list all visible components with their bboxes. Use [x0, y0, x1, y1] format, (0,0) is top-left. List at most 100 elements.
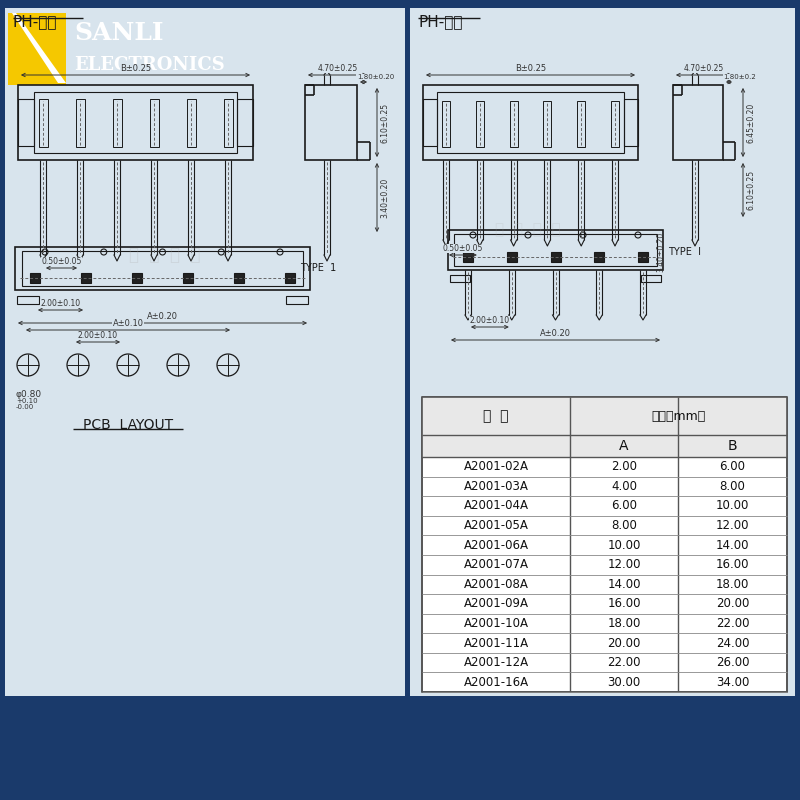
Text: 10.00: 10.00: [607, 538, 641, 552]
Text: 18.00: 18.00: [716, 578, 749, 590]
Text: ELECTRONICS: ELECTRONICS: [74, 56, 225, 74]
Bar: [641, 275, 661, 282]
Text: 三  联  电  子: 三 联 电 子: [130, 246, 201, 264]
Bar: [22, 251, 303, 286]
Bar: [442, 101, 450, 147]
Bar: [81, 273, 91, 283]
Bar: [422, 397, 787, 692]
Polygon shape: [12, 13, 66, 83]
Text: 2.00: 2.00: [611, 460, 637, 474]
Bar: [437, 92, 624, 153]
Text: TYPE  I: TYPE I: [668, 247, 701, 257]
Text: A2001-04A: A2001-04A: [463, 499, 529, 513]
Bar: [150, 99, 158, 147]
Text: 2.00±0.10: 2.00±0.10: [470, 316, 510, 325]
Bar: [510, 101, 518, 147]
Text: 16.00: 16.00: [607, 598, 641, 610]
Text: +0.10: +0.10: [16, 398, 38, 404]
Text: A2001-07A: A2001-07A: [463, 558, 529, 571]
Bar: [223, 99, 233, 147]
Text: 6.45±0.20: 6.45±0.20: [746, 102, 755, 142]
Text: 18.00: 18.00: [607, 617, 641, 630]
Bar: [795, 5, 800, 700]
Text: PH-弯针: PH-弯针: [418, 14, 462, 29]
Bar: [5, 5, 405, 700]
Bar: [30, 273, 40, 283]
Text: 12.00: 12.00: [716, 519, 750, 532]
Text: PH-直针: PH-直针: [13, 14, 58, 29]
Text: B±0.25: B±0.25: [120, 64, 151, 73]
Bar: [15, 247, 310, 290]
Bar: [18, 85, 253, 160]
Text: 4.70±0.25: 4.70±0.25: [684, 64, 724, 73]
Bar: [450, 275, 470, 282]
Text: A±0.10: A±0.10: [113, 319, 143, 328]
Bar: [423, 85, 638, 160]
Bar: [405, 5, 410, 700]
Bar: [594, 252, 604, 262]
Bar: [673, 85, 723, 160]
Text: 三  联  电  子: 三 联 电 子: [495, 222, 561, 238]
Text: A2001-05A: A2001-05A: [463, 519, 529, 532]
Text: 22.00: 22.00: [716, 617, 750, 630]
Bar: [624, 99, 638, 146]
Text: 14.00: 14.00: [716, 538, 750, 552]
Text: A2001-16A: A2001-16A: [463, 676, 529, 689]
Bar: [285, 273, 295, 283]
Text: 1.80±0.20: 1.80±0.20: [357, 74, 394, 80]
Text: 2.00±0.10: 2.00±0.10: [41, 299, 81, 308]
Text: -0.00: -0.00: [16, 404, 34, 410]
Text: B±0.25: B±0.25: [515, 64, 546, 73]
Text: A2001-12A: A2001-12A: [463, 656, 529, 669]
Bar: [0, 696, 800, 700]
Text: A2001-03A: A2001-03A: [463, 480, 529, 493]
Text: B: B: [728, 439, 738, 453]
Bar: [611, 101, 619, 147]
Text: 8.00: 8.00: [719, 480, 746, 493]
Text: TYPE  1: TYPE 1: [300, 263, 336, 273]
Text: 26.00: 26.00: [716, 656, 750, 669]
Text: 14.00: 14.00: [607, 578, 641, 590]
Bar: [422, 435, 787, 457]
Bar: [0, 5, 5, 700]
Text: 8.00: 8.00: [611, 519, 637, 532]
Text: 1.80±0.2: 1.80±0.2: [724, 74, 756, 80]
Bar: [237, 99, 253, 146]
Bar: [234, 273, 244, 283]
Text: 6.10±0.25: 6.10±0.25: [380, 102, 389, 142]
Text: A±0.20: A±0.20: [147, 312, 178, 321]
Text: 12.00: 12.00: [607, 558, 641, 571]
Text: A2001-11A: A2001-11A: [463, 637, 529, 650]
Bar: [448, 230, 663, 270]
Text: 4.70±0.25: 4.70±0.25: [318, 64, 358, 73]
Text: A2001-06A: A2001-06A: [463, 538, 529, 552]
Bar: [18, 99, 34, 146]
Bar: [34, 92, 237, 153]
Bar: [454, 234, 657, 266]
Bar: [75, 99, 85, 147]
Text: 0.50±0.05: 0.50±0.05: [442, 244, 483, 253]
Bar: [8, 13, 66, 85]
Text: φ0.80: φ0.80: [16, 390, 42, 399]
Bar: [0, 0, 800, 8]
Text: 6.00: 6.00: [611, 499, 637, 513]
Text: 6.00: 6.00: [719, 460, 746, 474]
Bar: [578, 101, 586, 147]
Text: 20.00: 20.00: [716, 598, 749, 610]
Text: 3.40±0.20: 3.40±0.20: [380, 178, 389, 218]
Bar: [186, 99, 195, 147]
Text: A: A: [619, 439, 629, 453]
Bar: [113, 99, 122, 147]
Text: A2001-08A: A2001-08A: [463, 578, 529, 590]
Text: 编  号: 编 号: [483, 409, 509, 423]
Bar: [305, 85, 357, 160]
Bar: [550, 252, 561, 262]
Text: SANLI: SANLI: [74, 21, 163, 45]
Bar: [38, 99, 47, 147]
Text: 4.00: 4.00: [611, 480, 637, 493]
Text: A2001-09A: A2001-09A: [463, 598, 529, 610]
Text: 30.00: 30.00: [607, 676, 641, 689]
Bar: [463, 252, 473, 262]
Bar: [638, 252, 648, 262]
Bar: [286, 296, 308, 304]
